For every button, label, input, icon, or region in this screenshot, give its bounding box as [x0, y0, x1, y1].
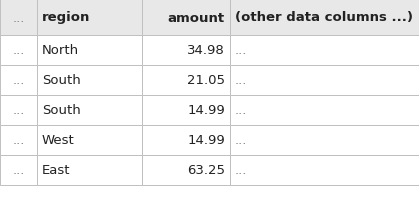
Text: region: region	[42, 11, 91, 24]
Text: South: South	[42, 74, 81, 87]
Bar	[142, 155, 230, 185]
Text: ...: ...	[235, 44, 247, 57]
Text: ...: ...	[235, 134, 247, 147]
Text: 21.05: 21.05	[187, 74, 225, 87]
Bar	[37, 125, 142, 155]
Bar	[230, 125, 419, 155]
Text: ...: ...	[235, 164, 247, 177]
Text: ...: ...	[12, 134, 25, 147]
Bar	[230, 155, 419, 185]
Bar	[230, 96, 419, 125]
Bar	[0, 125, 37, 155]
Bar	[37, 0, 142, 36]
Text: ...: ...	[12, 164, 25, 177]
Bar	[0, 0, 37, 36]
Text: (other data columns ...): (other data columns ...)	[235, 11, 413, 24]
Bar	[37, 96, 142, 125]
Text: 63.25: 63.25	[187, 164, 225, 177]
Bar	[142, 96, 230, 125]
Text: amount: amount	[168, 11, 225, 24]
Bar	[0, 96, 37, 125]
Text: South: South	[42, 104, 81, 117]
Bar	[230, 0, 419, 36]
Bar	[0, 155, 37, 185]
Bar	[230, 36, 419, 66]
Text: 34.98: 34.98	[187, 44, 225, 57]
Bar	[230, 66, 419, 96]
Text: 14.99: 14.99	[187, 134, 225, 147]
Bar	[142, 0, 230, 36]
Text: East: East	[42, 164, 70, 177]
Text: ...: ...	[12, 74, 25, 87]
Bar	[142, 125, 230, 155]
Text: ...: ...	[235, 74, 247, 87]
Text: ...: ...	[235, 104, 247, 117]
Text: ...: ...	[12, 11, 25, 24]
Bar	[0, 66, 37, 96]
Bar	[142, 36, 230, 66]
Text: North: North	[42, 44, 79, 57]
Text: West: West	[42, 134, 75, 147]
Bar	[37, 36, 142, 66]
Text: ...: ...	[12, 44, 25, 57]
Text: ...: ...	[12, 104, 25, 117]
Bar	[37, 155, 142, 185]
Bar	[37, 66, 142, 96]
Bar	[0, 36, 37, 66]
Text: 14.99: 14.99	[187, 104, 225, 117]
Bar	[142, 66, 230, 96]
